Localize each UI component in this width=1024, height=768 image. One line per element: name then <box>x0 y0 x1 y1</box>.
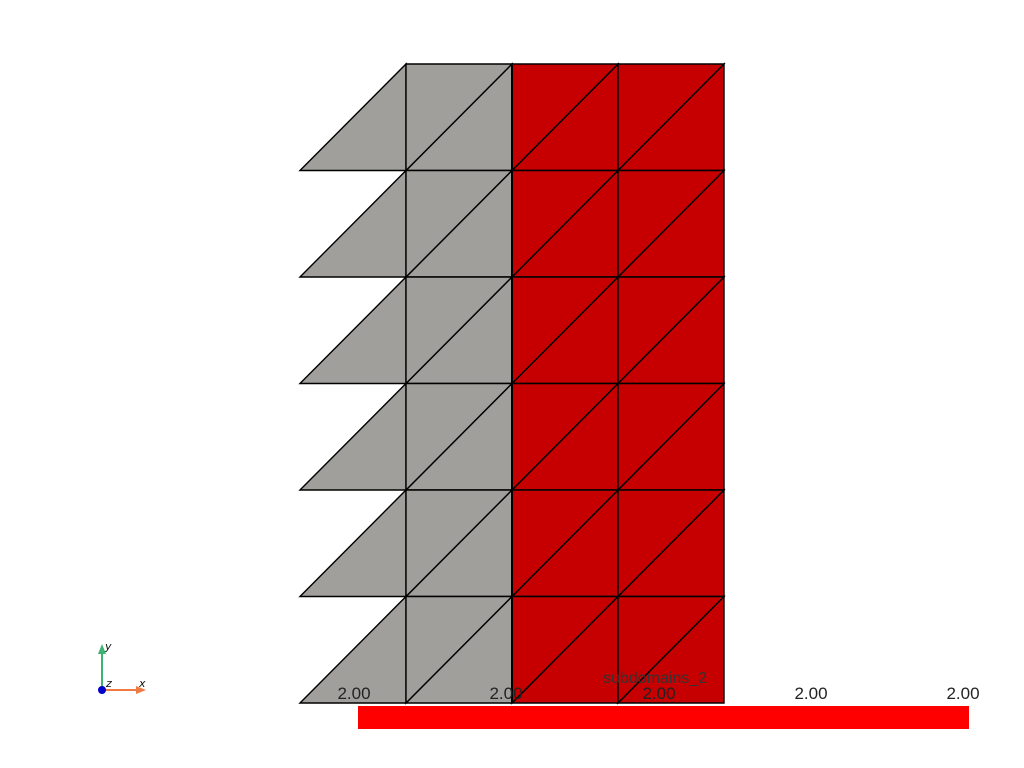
mesh-triangle <box>298 168 407 278</box>
mesh-triangle <box>617 595 726 705</box>
mesh-grid <box>298 62 726 705</box>
mesh-triangle <box>405 489 514 599</box>
x-axis-label: x <box>138 677 146 690</box>
mesh-triangle <box>405 595 514 705</box>
colorbar-tick-label: 2.00 <box>642 684 676 703</box>
colorbar-title: subdomains_2 <box>603 670 708 687</box>
y-axis-label: y <box>104 640 112 653</box>
mesh-triangle <box>298 381 407 491</box>
mesh-triangle <box>405 382 514 492</box>
mesh-triangle <box>405 276 514 386</box>
mesh-triangle <box>298 275 407 385</box>
mesh-triangle <box>405 169 514 279</box>
colorbar-tick-label: 2.00 <box>337 684 371 703</box>
mesh-triangle <box>617 276 726 386</box>
mesh-triangle <box>617 489 726 599</box>
colorbar-tick-label: 2.00 <box>794 684 828 703</box>
x-axis-arrowhead <box>136 686 146 694</box>
colorbar-tick-label: 2.00 <box>946 684 980 703</box>
mesh-triangle <box>617 169 726 279</box>
z-axis-label: z <box>105 677 112 690</box>
y-axis-arrowhead <box>98 644 106 654</box>
mesh-triangle <box>298 488 407 598</box>
colorbar-tick-label: 2.00 <box>489 684 523 703</box>
mesh-triangle <box>617 63 726 173</box>
colorbar <box>358 706 969 729</box>
mesh-triangle <box>298 62 407 172</box>
mesh-triangle <box>617 382 726 492</box>
mesh-triangle <box>405 63 514 173</box>
z-axis-dot <box>98 686 106 694</box>
orientation-axes-widget: y z x <box>98 640 146 694</box>
